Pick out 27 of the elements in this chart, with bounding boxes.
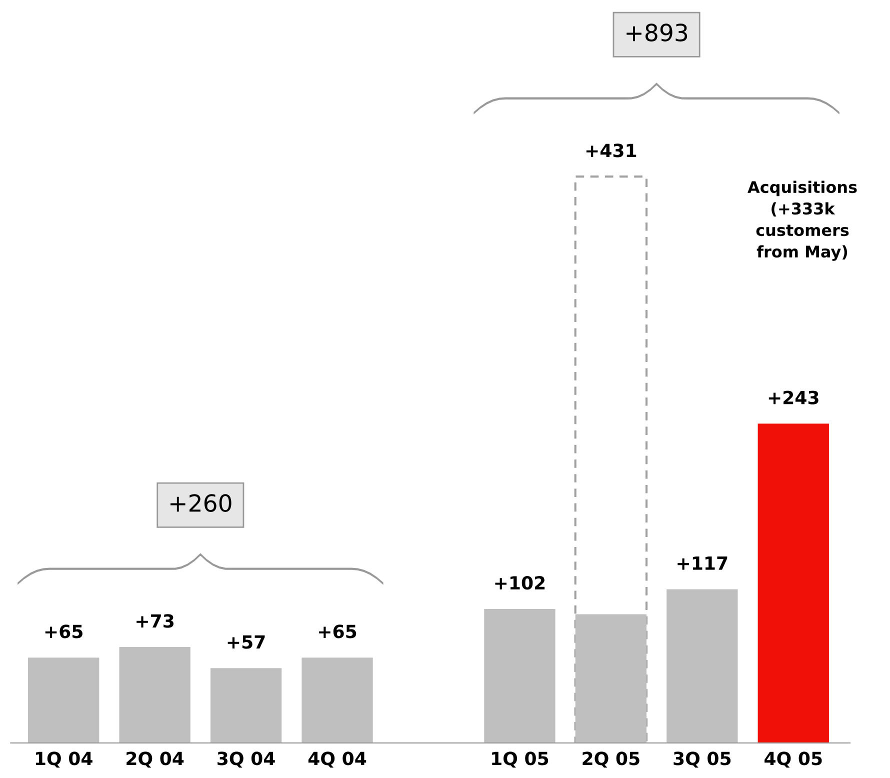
x-tick-label: 4Q 04	[308, 752, 366, 768]
data-label: +243	[768, 390, 818, 404]
annotation: Acquisitions (+333k customers from May)	[748, 180, 857, 261]
data-label: +65	[319, 624, 356, 638]
data-label: +65	[45, 624, 82, 638]
data-label: +73	[136, 614, 174, 628]
data-label: +57	[228, 635, 265, 649]
bar	[666, 589, 738, 743]
bar	[302, 658, 373, 743]
x-tick-label: 1Q 04	[36, 752, 92, 768]
data-label: +117	[678, 556, 728, 570]
bar	[210, 668, 282, 743]
annotation: +260	[170, 494, 232, 512]
data-label: +102	[495, 576, 545, 590]
x-tick-label: 3Q 05	[674, 752, 731, 768]
x-tick-label: 4Q 05	[764, 752, 822, 768]
data-label: +431	[586, 144, 636, 158]
x-tick-label: 2Q 04	[126, 752, 184, 768]
x-tick-label: 3Q 04	[218, 752, 275, 768]
bar	[119, 647, 190, 743]
bar	[575, 614, 647, 743]
x-tick-label: 2Q 05	[582, 752, 640, 768]
bar	[484, 608, 556, 743]
text: +893	[626, 24, 688, 42]
bar	[28, 658, 100, 743]
bar	[758, 424, 829, 743]
x-tick-label: 1Q 05	[492, 752, 548, 768]
